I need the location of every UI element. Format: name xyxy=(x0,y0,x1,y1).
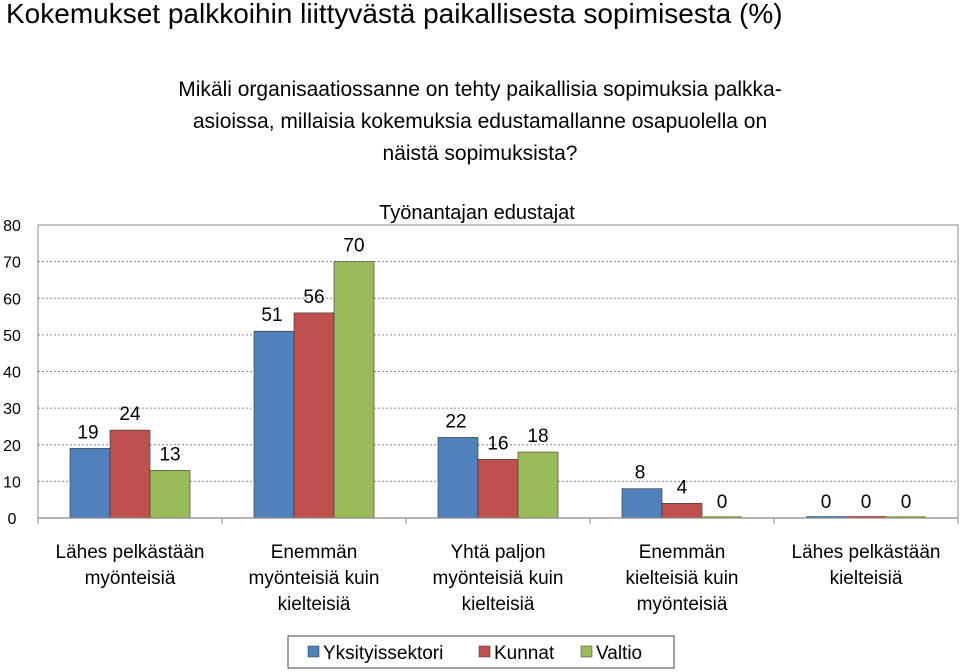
x-tick-label: myönteisiä kuin xyxy=(249,568,380,589)
bar-yksityissektori xyxy=(437,437,479,519)
legend-swatch-yksityissektori xyxy=(307,645,320,658)
y-tick-label: 40 xyxy=(3,365,21,382)
bar-valtio xyxy=(149,470,191,519)
x-tick-label: myönteisiä xyxy=(85,568,176,589)
x-tick-label: kielteisiä xyxy=(278,594,351,615)
data-label: 51 xyxy=(261,305,282,326)
data-label: 70 xyxy=(343,236,364,257)
x-tick-label: Lähes pelkästään xyxy=(56,542,205,563)
y-tick-label: 30 xyxy=(3,401,21,418)
legend-label-yksityissektori: Yksityissektori xyxy=(323,643,443,664)
bar-kunnat xyxy=(661,503,703,519)
bar-yksityissektori xyxy=(69,448,111,519)
x-tick-label: Enemmän xyxy=(639,542,726,563)
legend-label-kunnat: Kunnat xyxy=(494,643,555,664)
x-tick-label: myönteisiä kuin xyxy=(433,568,564,589)
bar-kunnat xyxy=(846,516,886,518)
x-tick-label: myönteisiä xyxy=(637,594,728,615)
bar-yksityissektori xyxy=(621,488,663,519)
page-title: Kokemukset palkkoihin liittyvästä paikal… xyxy=(6,0,783,29)
y-tick-label: 20 xyxy=(3,438,21,455)
data-label: 19 xyxy=(77,422,98,443)
legend-label-valtio: Valtio xyxy=(596,643,642,664)
data-label: 18 xyxy=(527,426,548,447)
bar-yksityissektori xyxy=(253,330,295,519)
y-tick-label: 50 xyxy=(3,328,21,345)
x-tick-label: Yhtä paljon xyxy=(450,542,545,563)
bar-valtio xyxy=(517,451,559,519)
data-label: 22 xyxy=(445,411,466,432)
bar-valtio xyxy=(333,261,375,519)
data-label: 24 xyxy=(119,404,141,425)
x-tick-label: Lähes pelkästään xyxy=(792,542,941,563)
data-label: 0 xyxy=(717,492,728,513)
question-line-3: näistä sopimuksista? xyxy=(382,142,578,165)
y-tick-label: 10 xyxy=(3,474,21,491)
data-label: 0 xyxy=(821,492,832,513)
legend-swatch-valtio xyxy=(580,645,593,658)
bar-kunnat xyxy=(293,312,335,519)
data-label: 13 xyxy=(159,444,180,465)
y-tick-label: 80 xyxy=(3,218,21,235)
data-label: 16 xyxy=(487,433,508,454)
x-tick-label: kielteisiä xyxy=(830,568,903,589)
data-label: 4 xyxy=(677,477,688,498)
data-label: 0 xyxy=(861,492,872,513)
bar-kunnat xyxy=(477,459,519,519)
x-tick-label: kielteisiä xyxy=(462,594,535,615)
x-tick-label: kielteisiä kuin xyxy=(626,568,739,589)
y-tick-label: 0 xyxy=(8,511,17,528)
bar-valtio xyxy=(702,516,742,518)
data-label: 8 xyxy=(635,463,646,484)
data-label: 56 xyxy=(303,287,324,308)
question-line-1: Mikäli organisaatiossanne on tehty paika… xyxy=(178,78,782,101)
bar-kunnat xyxy=(109,429,151,519)
y-tick-label: 70 xyxy=(3,255,21,272)
chart-title: Työnantajan edustajat xyxy=(379,202,575,224)
bar-yksityissektori xyxy=(806,516,846,518)
legend-swatch-kunnat xyxy=(478,645,491,658)
y-tick-label: 60 xyxy=(3,291,21,308)
x-tick-label: Enemmän xyxy=(271,542,358,563)
question-line-2: asioissa, millaisia kokemuksia edustamal… xyxy=(192,110,768,133)
bar-valtio xyxy=(886,516,926,518)
data-label: 0 xyxy=(901,492,912,513)
question-text: Mikäli organisaatiossanne on tehty paika… xyxy=(60,74,900,170)
